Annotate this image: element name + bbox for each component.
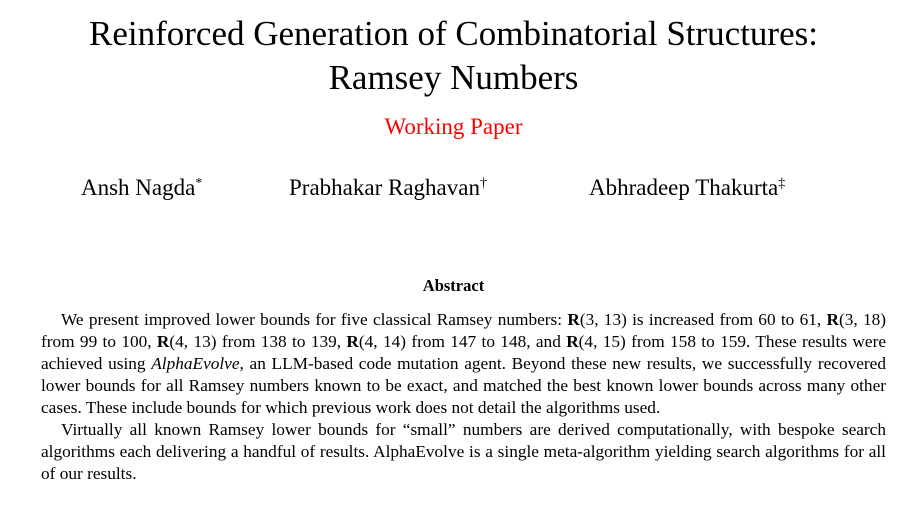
emphasis-text: AlphaEvolve bbox=[151, 354, 240, 373]
working-paper-label: Working Paper bbox=[384, 114, 523, 139]
ramsey-symbol: R bbox=[156, 332, 170, 351]
title-line-1: Reinforced Generation of Combinatorial S… bbox=[89, 14, 818, 53]
abstract-paragraph: We present improved lower bounds for fiv… bbox=[41, 309, 886, 419]
ramsey-symbol: R bbox=[826, 310, 839, 329]
author: Ansh Nagda* bbox=[81, 175, 202, 201]
text-run: Virtually all known Ramsey lower bounds … bbox=[41, 420, 886, 483]
paper-title: Reinforced Generation of Combinatorial S… bbox=[0, 12, 907, 100]
author-footnote-mark: * bbox=[195, 176, 203, 191]
author-name: Prabhakar Raghavan bbox=[289, 175, 480, 200]
text-run: (4, 13) from 138 to 139, bbox=[169, 332, 347, 351]
text-run: We present improved lower bounds for fiv… bbox=[61, 310, 568, 329]
ramsey-symbol: R bbox=[567, 310, 580, 329]
author-name: Ansh Nagda bbox=[81, 175, 196, 200]
ramsey-symbol: R bbox=[566, 332, 579, 351]
author-footnote-mark: † bbox=[479, 176, 487, 191]
abstract-heading: Abstract bbox=[422, 276, 485, 295]
title-line-2: Ramsey Numbers bbox=[328, 58, 579, 97]
abstract-body: We present improved lower bounds for fiv… bbox=[41, 309, 886, 485]
text-run: (4, 15) from 158 to 159. These results w… bbox=[41, 332, 886, 373]
author: Prabhakar Raghavan† bbox=[289, 175, 487, 201]
text-run: (3, 18) from 99 to 100, bbox=[41, 310, 886, 351]
text-run: (3, 13) is increased from 60 to 61, bbox=[579, 310, 827, 329]
author-name: Abhradeep Thakurta bbox=[589, 175, 779, 200]
text-run: (4, 14) from 147 to 148, and bbox=[358, 332, 567, 351]
author-footnote-mark: ‡ bbox=[778, 176, 786, 191]
author: Abhradeep Thakurta‡ bbox=[589, 175, 785, 201]
abstract-paragraph: Virtually all known Ramsey lower bounds … bbox=[41, 419, 886, 485]
ramsey-symbol: R bbox=[346, 332, 359, 351]
text-run: , an LLM-based code mutation agent. Beyo… bbox=[41, 354, 886, 417]
